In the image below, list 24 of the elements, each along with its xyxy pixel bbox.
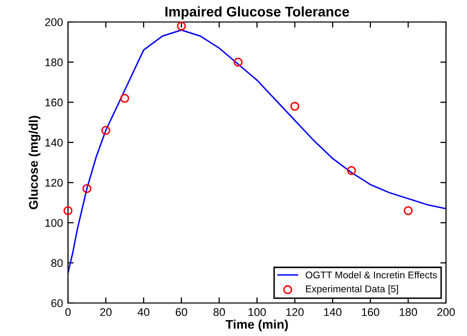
x-tick-label: 0 xyxy=(65,308,71,316)
y-tick-label: 200 xyxy=(45,18,63,26)
legend-label: Experimental Data [5] xyxy=(306,285,398,294)
x-tick-label: 100 xyxy=(248,308,266,316)
y-tick-label: 140 xyxy=(45,138,63,147)
x-tick-label: 20 xyxy=(100,308,112,316)
y-axis-title: Glucose (mg/dl) xyxy=(28,116,40,210)
chart-title: Impaired Glucose Tolerance xyxy=(165,6,350,20)
x-axis-title: Time (min) xyxy=(226,320,288,332)
x-tick-label: 40 xyxy=(138,308,150,316)
x-tick-label: 180 xyxy=(400,308,418,316)
x-tick-label: 120 xyxy=(286,308,304,316)
y-tick-label: 120 xyxy=(45,178,63,187)
x-tick-label: 200 xyxy=(437,308,455,316)
y-tick-label: 80 xyxy=(51,259,63,267)
y-tick-label: 180 xyxy=(45,58,63,66)
x-tick-label: 160 xyxy=(362,308,380,316)
legend-label: OGTT Model & Incretin Effects xyxy=(306,271,437,278)
y-tick-label: 60 xyxy=(51,299,63,308)
y-tick-label: 100 xyxy=(45,218,63,227)
x-tick-label: 80 xyxy=(214,308,225,316)
x-tick-label: 140 xyxy=(324,308,342,316)
y-tick-label: 160 xyxy=(45,98,63,106)
x-tick-label: 60 xyxy=(176,308,188,316)
